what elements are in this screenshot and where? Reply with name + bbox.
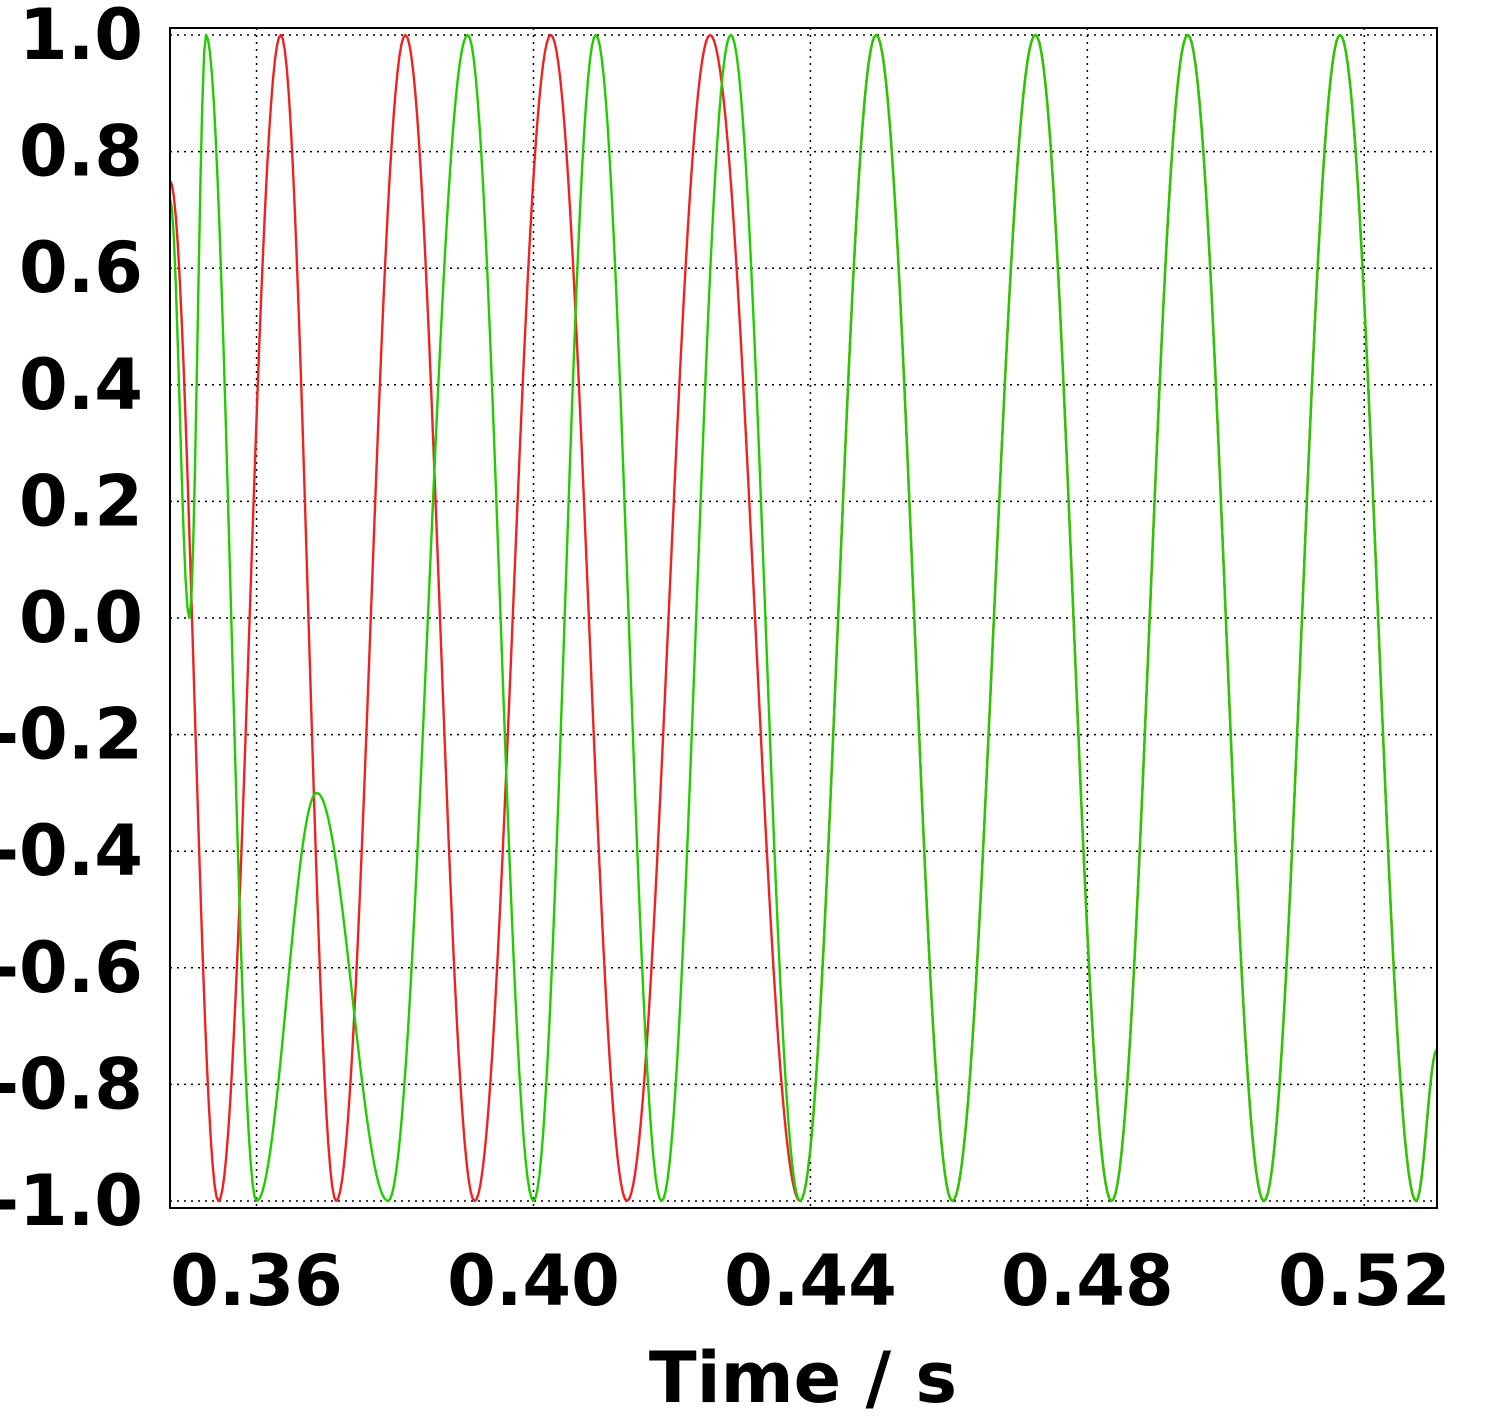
x-tick-label: 0.48 [1001,1240,1174,1322]
y-tick-label: -0.6 [0,927,143,1009]
x-tick-label: 0.52 [1278,1240,1451,1322]
y-tick-label: -1.0 [0,1160,143,1242]
x-tick-label: 0.44 [724,1240,897,1322]
y-axis: 1.0 0.8 0.6 0.4 0.2 0.0 -0.2 -0.4 -0.6 -0.8 -1.0 [0,0,143,1242]
y-tick-label: 0.8 [19,111,143,193]
plot-frame [169,27,1438,1209]
y-tick-label: -0.2 [0,694,143,776]
x-axis: 0.36 0.40 0.44 0.48 0.52 [170,1240,1450,1322]
x-axis-title: Time / s [649,1337,957,1419]
y-tick-label: 0.6 [19,227,143,309]
y-tick-label: -0.8 [0,1043,143,1125]
y-tick-label: 1.0 [19,0,143,76]
grid [170,28,1437,1208]
y-tick-label: 0.0 [19,577,143,659]
y-tick-label: 0.2 [19,460,143,542]
series-layer [168,33,1439,1203]
y-tick-label: -0.4 [0,810,143,892]
y-tick-label: 0.4 [19,344,143,426]
series-line-2 [168,33,1439,1203]
x-tick-label: 0.36 [170,1240,343,1322]
x-tick-label: 0.40 [447,1240,620,1322]
